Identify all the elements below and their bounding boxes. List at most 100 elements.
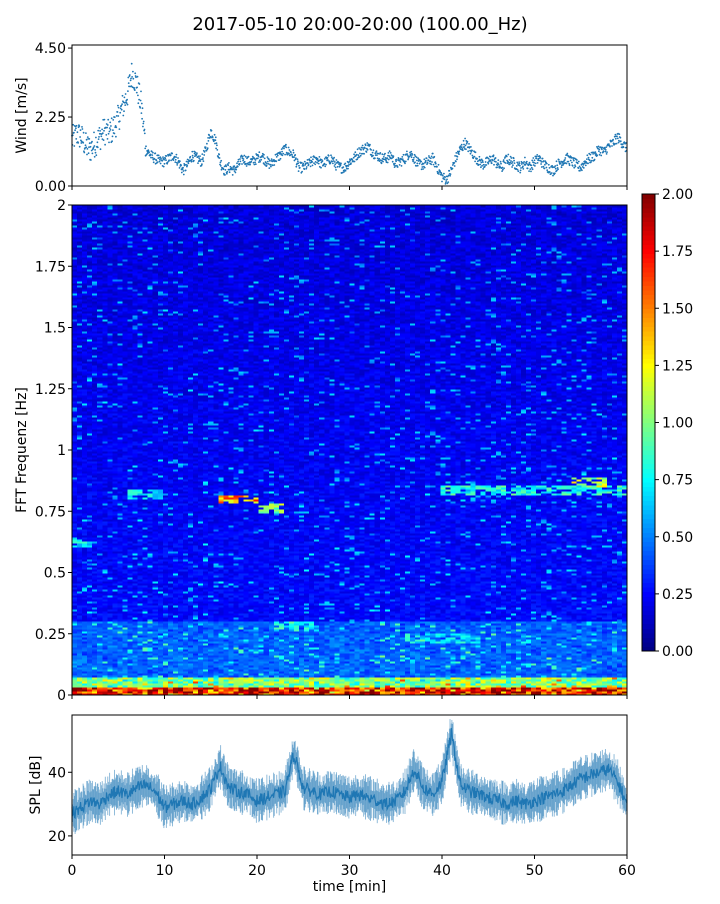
- wind-point: [164, 163, 166, 165]
- wind-point: [119, 128, 121, 130]
- wind-point: [618, 133, 620, 135]
- wind-point: [243, 155, 245, 157]
- wind-point: [79, 146, 81, 148]
- wind-point: [140, 100, 142, 102]
- wind-point: [528, 170, 530, 172]
- wind-point: [500, 163, 502, 165]
- wind-point: [445, 182, 447, 184]
- wind-point: [386, 157, 388, 159]
- wind-point: [110, 125, 112, 127]
- wind-point: [312, 158, 314, 160]
- wind-point: [83, 132, 85, 134]
- wind-point: [393, 155, 395, 157]
- wind-point: [255, 163, 257, 165]
- wind-point: [262, 156, 264, 158]
- wind-point: [241, 163, 243, 165]
- wind-point: [377, 157, 379, 159]
- wind-point: [221, 169, 223, 171]
- wind-point: [114, 133, 116, 135]
- wind-point: [388, 152, 390, 154]
- wind-point: [298, 170, 300, 172]
- wind-point: [197, 162, 199, 164]
- wind-point: [458, 153, 460, 155]
- wind-point: [98, 136, 100, 138]
- wind-point: [134, 89, 136, 91]
- wind-point: [111, 117, 113, 119]
- wind-point: [298, 165, 300, 167]
- wind-point: [100, 135, 102, 137]
- wind-point: [379, 152, 381, 154]
- wind-point: [334, 161, 336, 163]
- wind-point: [500, 161, 502, 163]
- wind-point: [395, 165, 397, 167]
- wind-point: [285, 144, 287, 146]
- wind-point: [78, 125, 80, 127]
- wind-point: [405, 161, 407, 163]
- wind-point: [204, 151, 206, 153]
- wind-point: [137, 95, 139, 97]
- wind-point: [479, 164, 481, 166]
- wind-point: [327, 157, 329, 159]
- wind-point: [141, 112, 143, 114]
- wind-point: [531, 160, 533, 162]
- wind-point: [361, 147, 363, 149]
- wind-point: [180, 165, 182, 167]
- wind-point: [555, 168, 557, 170]
- wind-point: [121, 109, 123, 111]
- wind-point: [350, 162, 352, 164]
- wind-point: [225, 169, 227, 171]
- wind-point: [430, 163, 432, 165]
- wind-point: [475, 151, 477, 153]
- wind-point: [245, 156, 247, 158]
- wind-point: [573, 160, 575, 162]
- wind-point: [85, 146, 87, 148]
- wind-point: [561, 166, 563, 168]
- wind-point: [495, 157, 497, 159]
- wind-point: [376, 150, 378, 152]
- wind-point: [549, 171, 551, 173]
- wind-point: [319, 156, 321, 158]
- wind-point: [479, 156, 481, 158]
- wind-point: [502, 167, 504, 169]
- wind-point: [203, 160, 205, 162]
- wind-point: [194, 151, 196, 153]
- wind-point: [191, 159, 193, 161]
- wind-point: [406, 151, 408, 153]
- wind-point: [343, 171, 345, 173]
- wind-point: [95, 154, 97, 156]
- wind-point: [433, 164, 435, 166]
- wind-point: [110, 129, 112, 131]
- wind-point: [522, 166, 524, 168]
- spectrogram-cells: [72, 205, 628, 696]
- wind-point: [566, 153, 568, 155]
- wind-point: [543, 166, 545, 168]
- wind-point: [564, 159, 566, 161]
- wind-point: [605, 151, 607, 153]
- wind-point: [333, 157, 335, 159]
- wind-point: [411, 154, 413, 156]
- wind-point: [158, 155, 160, 157]
- wind-point: [199, 160, 201, 162]
- wind-point: [591, 157, 593, 159]
- wind-point: [117, 111, 119, 113]
- wind-point: [390, 152, 392, 154]
- wind-point: [623, 146, 625, 148]
- wind-point: [432, 153, 434, 155]
- wind-point: [461, 144, 463, 146]
- wind-point: [410, 151, 412, 153]
- wind-point: [387, 162, 389, 164]
- wind-point: [369, 144, 371, 146]
- wind-point: [312, 165, 314, 167]
- wind-point: [468, 143, 470, 145]
- wind-point: [529, 162, 531, 164]
- wind-point: [117, 115, 119, 117]
- wind-point: [590, 154, 592, 156]
- wind-point: [255, 159, 257, 161]
- wind-point: [239, 158, 241, 160]
- wind-point: [271, 158, 273, 160]
- wind-point: [365, 144, 367, 146]
- wind-point: [519, 163, 521, 165]
- wind-point: [74, 129, 76, 131]
- wind-point: [248, 156, 250, 158]
- wind-point: [412, 161, 414, 163]
